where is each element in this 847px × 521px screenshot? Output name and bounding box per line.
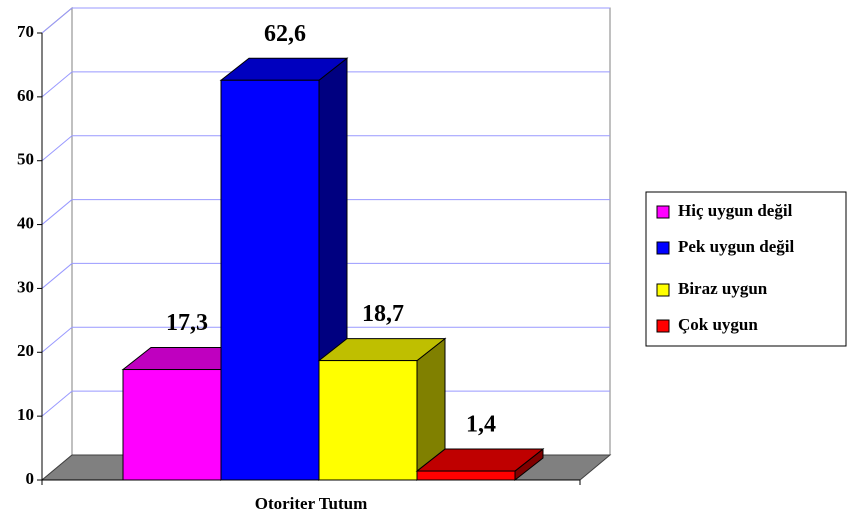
y-tick-label: 50 (17, 150, 34, 169)
grid-line (41, 390, 73, 417)
grid-line (41, 7, 73, 34)
bar (317, 337, 447, 482)
bar-front (122, 369, 222, 481)
legend-swatch (656, 205, 670, 219)
value-label: 1,4 (466, 412, 496, 438)
value-label: 18,7 (362, 301, 404, 327)
legend-label: Biraz uygun (678, 279, 768, 298)
y-tick-label: 20 (17, 341, 34, 360)
grid-line (41, 263, 73, 289)
legend-label: Çok uygun (678, 315, 758, 334)
y-tick-label: 0 (26, 469, 35, 488)
grid-line (41, 71, 73, 98)
legend-swatch (656, 319, 670, 333)
grid-line (41, 199, 73, 225)
x-tick-label: Otoriter Tutum (255, 494, 368, 513)
bar-front (220, 79, 320, 481)
side-wall (41, 6, 73, 482)
y-tick-label: 40 (17, 213, 34, 232)
value-label: 17,3 (166, 310, 208, 336)
y-tick-label: 10 (17, 405, 34, 424)
legend-swatch (656, 241, 670, 255)
legend-label: Hiç uygun değil (678, 201, 793, 220)
y-tick-label: 70 (17, 22, 34, 41)
grid-line (41, 135, 73, 162)
value-label: 62,6 (264, 21, 306, 47)
legend-swatch (656, 283, 670, 297)
y-tick-label: 60 (17, 86, 34, 105)
y-tick-label: 30 (17, 277, 34, 296)
bar (415, 448, 545, 482)
legend-box (645, 191, 847, 347)
plot: 17,3 62,6 18,7 1,4 (121, 21, 545, 482)
legend-label: Pek uygun değil (678, 237, 794, 256)
bar-front (416, 470, 516, 481)
grid-line (41, 326, 73, 353)
bar-front (318, 360, 418, 481)
